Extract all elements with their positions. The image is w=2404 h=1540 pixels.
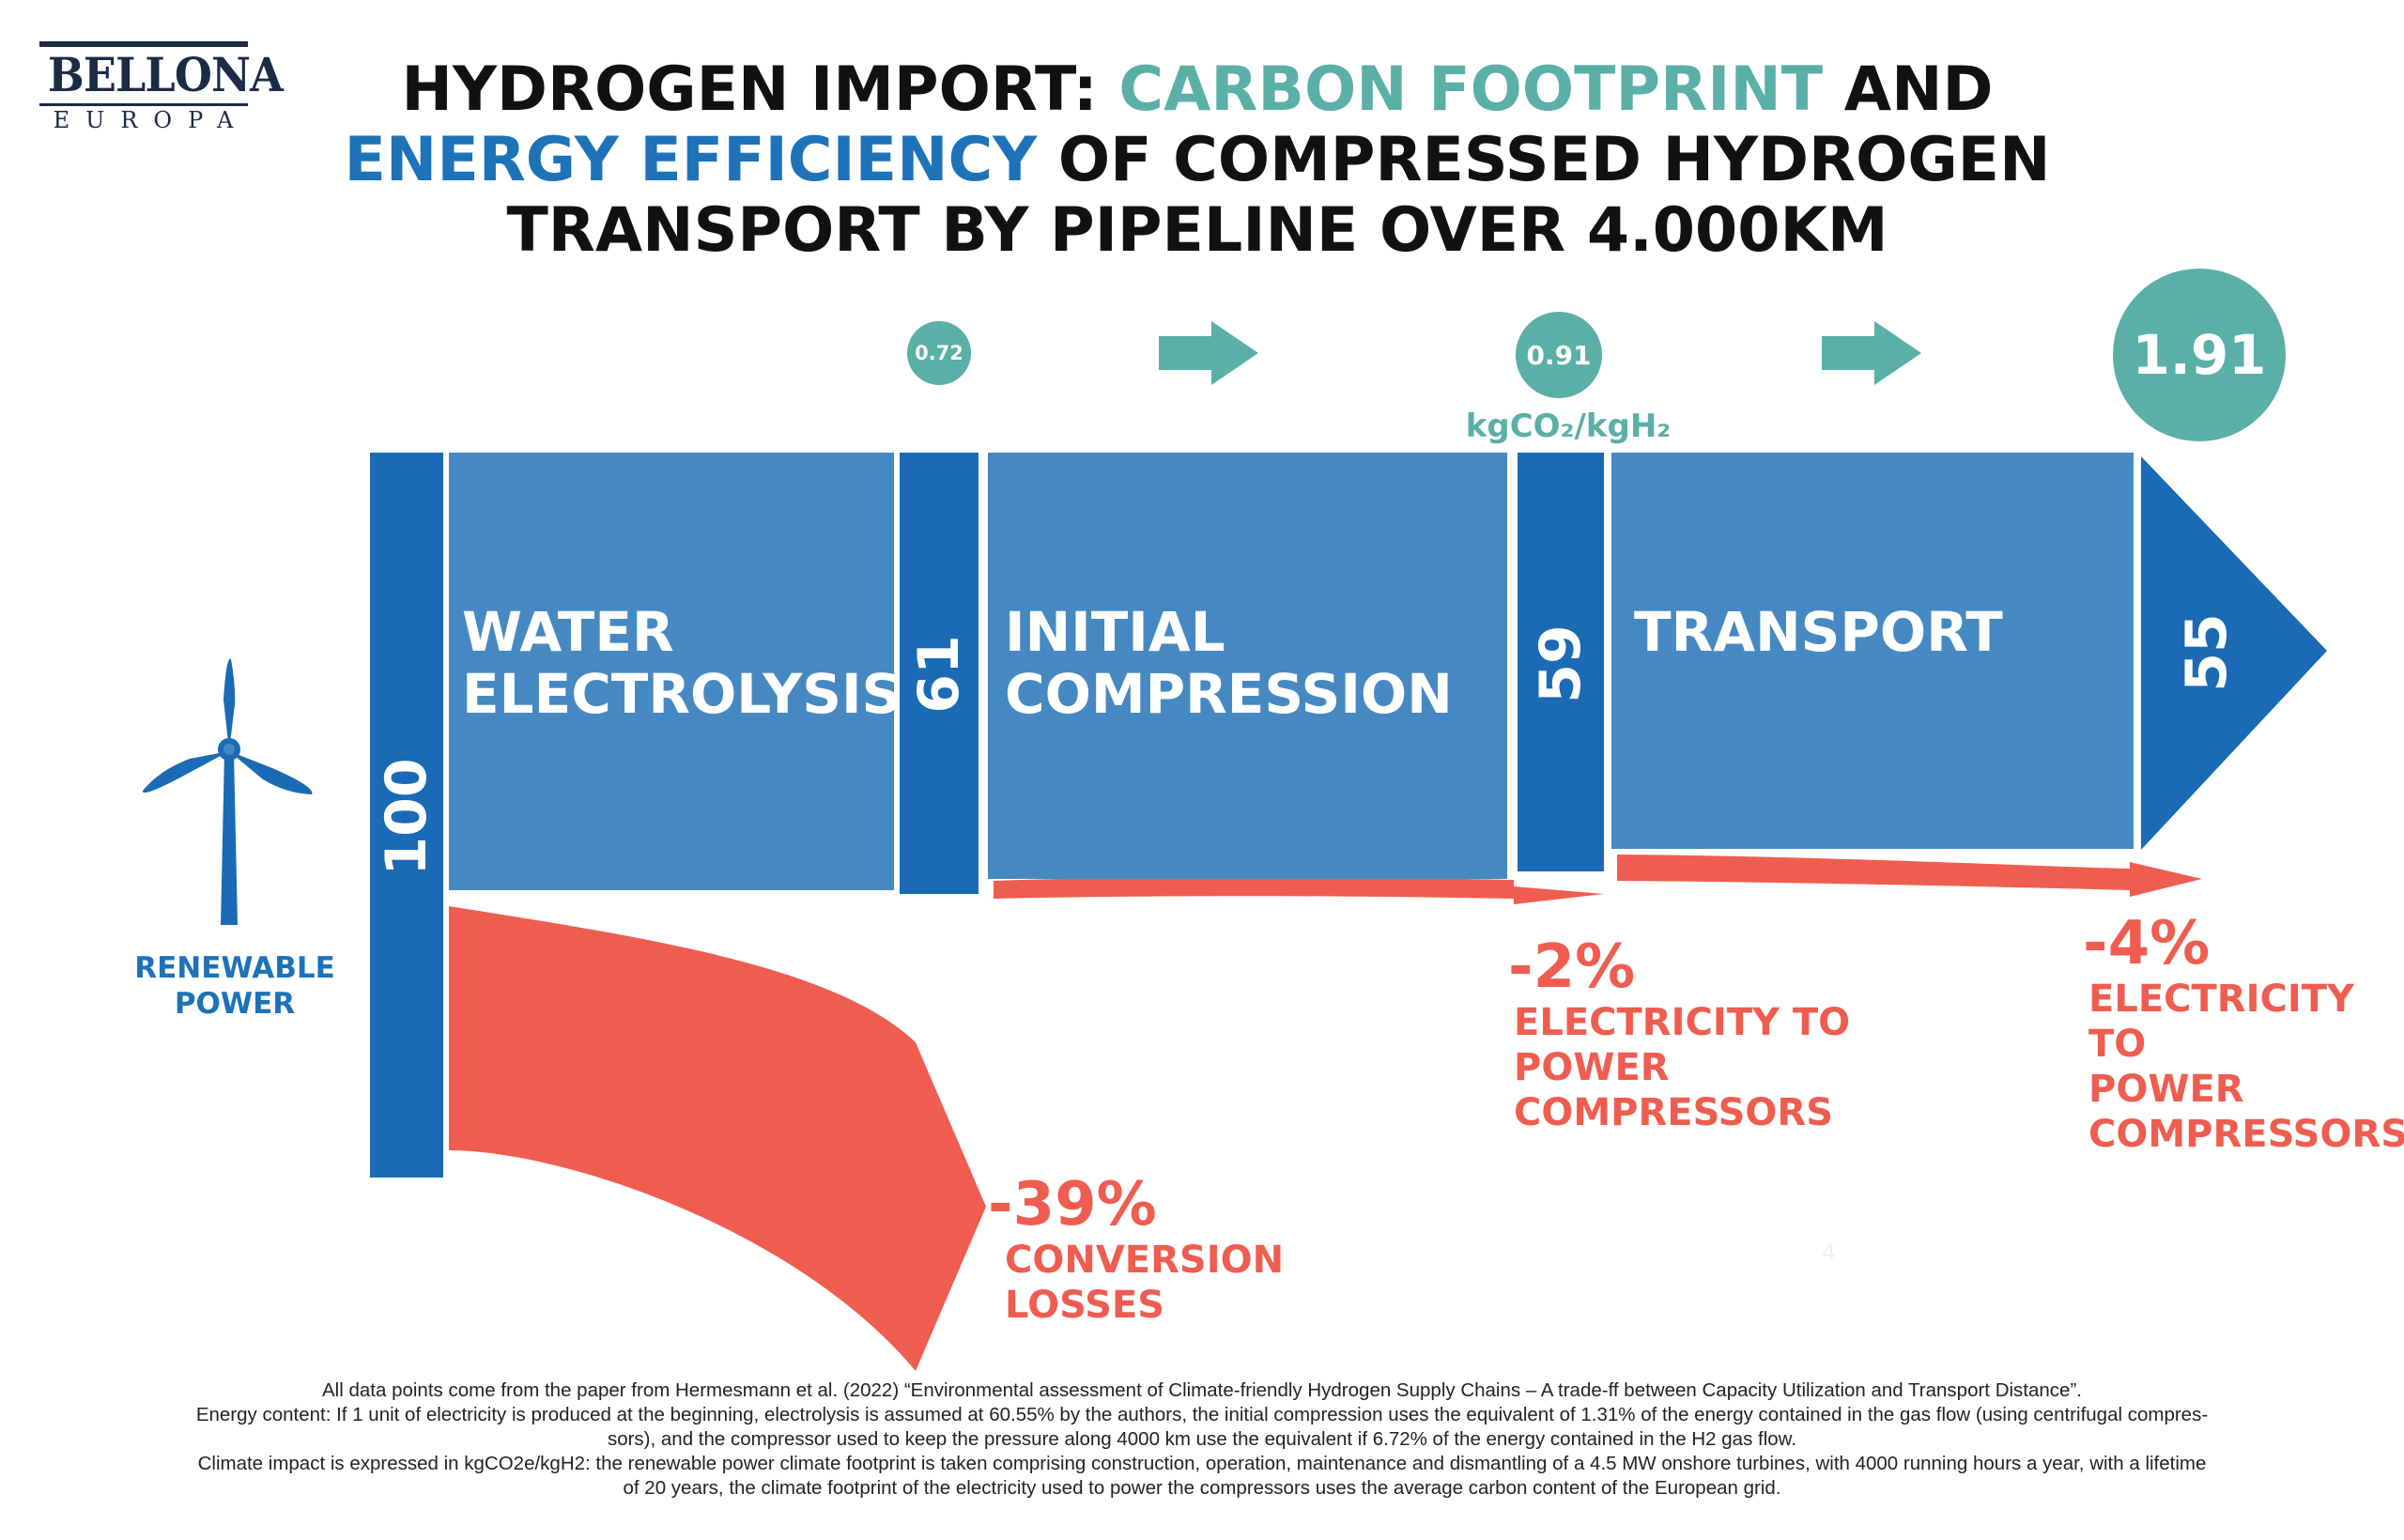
title-line-3: TRANSPORT BY PIPELINE OVER 4.000KM: [506, 195, 1888, 266]
title-highlight-carbon: CARBON FOOTPRINT: [1118, 54, 1824, 125]
compression-loss-flow: [994, 876, 1604, 904]
loss-percent: -39%: [988, 1170, 1157, 1240]
compression-output-value: 59: [1528, 624, 1594, 703]
stage-electrolysis-block: [449, 453, 894, 890]
title-highlight-energy: ENERGY EFFICIENCY: [344, 125, 1038, 195]
stage-transport-label: TRANSPORT: [1634, 601, 2003, 663]
carbon-unit-label: kgCO₂/kgH₂: [1465, 408, 1672, 445]
loss-text-line: LOSSES: [1005, 1284, 1165, 1327]
title-part: OF COMPRESSED HYDROGEN: [1037, 125, 2051, 195]
electrolysis-output-value: 61: [906, 635, 972, 714]
stage-label-line: WATER: [462, 600, 674, 664]
carbon-circle-compression: 0.91: [1516, 312, 1602, 398]
footnotes: All data points come from the paper from…: [103, 1378, 2301, 1501]
footnote-line: All data points come from the paper from…: [322, 1379, 2082, 1401]
loss-percent: -4%: [2083, 909, 2211, 978]
electrolysis-output-bar: [900, 453, 979, 894]
footnote-line: of 20 years, the climate footprint of th…: [623, 1477, 1781, 1499]
title-part: HYDROGEN IMPORT:: [401, 54, 1119, 125]
flow-arrow-2: [1822, 321, 1921, 385]
loss-transport-label: -4% ELECTRICITY TO POWER COMPRESSORS: [2083, 911, 2404, 1157]
stage-compression-block: [988, 453, 1507, 879]
title-part: AND: [1823, 54, 1994, 125]
loss-text-line: CONVERSION: [1005, 1239, 1285, 1282]
flow-arrow-1: [1159, 321, 1258, 385]
loss-text-line: ELECTRICITY TO: [1514, 1001, 1851, 1044]
loss-percent: -2%: [1508, 932, 1636, 1002]
loss-text-line: ELECTRICITY TO: [2088, 978, 2354, 1066]
renewable-power-label: RENEWABLE POWER: [134, 951, 335, 1021]
footnote-line: Energy content: If 1 unit of electricity…: [195, 1404, 2209, 1425]
transport-loss-flow: [1617, 855, 2202, 897]
source-bar: [370, 453, 443, 1178]
wind-turbine-icon: [142, 658, 313, 925]
loss-text-line: COMPRESSORS: [1514, 1091, 1834, 1134]
loss-conversion-label: -39% CONVERSION LOSSES: [988, 1172, 1284, 1328]
loss-text-line: POWER: [2088, 1068, 2244, 1111]
stage-transport-block: [1611, 453, 2134, 849]
source-value: 100: [374, 758, 439, 876]
stage-compression-label: INITIAL COMPRESSION: [1005, 601, 1453, 725]
ghost-mark: 4: [1822, 1240, 1837, 1266]
footnote-line: Climate impact is expressed in kgCO2e/kg…: [197, 1453, 2207, 1474]
loss-text-line: COMPRESSORS: [2088, 1113, 2404, 1156]
stage-label-line: ELECTROLYSIS: [462, 662, 902, 726]
carbon-circle-transport: 1.91: [2113, 269, 2286, 441]
stage-label-line: COMPRESSION: [1005, 662, 1453, 726]
loss-text-line: POWER: [1514, 1046, 1670, 1089]
logo-sub-text: EUROPA: [53, 107, 250, 133]
carbon-circle-electrolysis: 0.72: [907, 321, 971, 385]
output-arrowhead: [2141, 456, 2327, 850]
logo-rule: [39, 103, 248, 106]
stage-electrolysis-label: WATER ELECTROLYSIS: [462, 601, 901, 725]
page-title: HYDROGEN IMPORT: CARBON FOOTPRINT AND EN…: [319, 54, 2075, 266]
loss-compression-label: -2% ELECTRICITY TO POWER COMPRESSORS: [1508, 934, 1850, 1135]
logo-top-rule: [39, 41, 248, 47]
stage-label-line: TRANSPORT: [1634, 600, 2003, 664]
transport-output-value: 55: [2174, 613, 2240, 692]
compression-output-bar: [1518, 453, 1604, 871]
footnote-line: sors), and the compressor used to keep t…: [607, 1428, 1797, 1450]
conversion-loss-flow: [449, 906, 986, 1371]
stage-label-line: INITIAL: [1005, 600, 1225, 664]
